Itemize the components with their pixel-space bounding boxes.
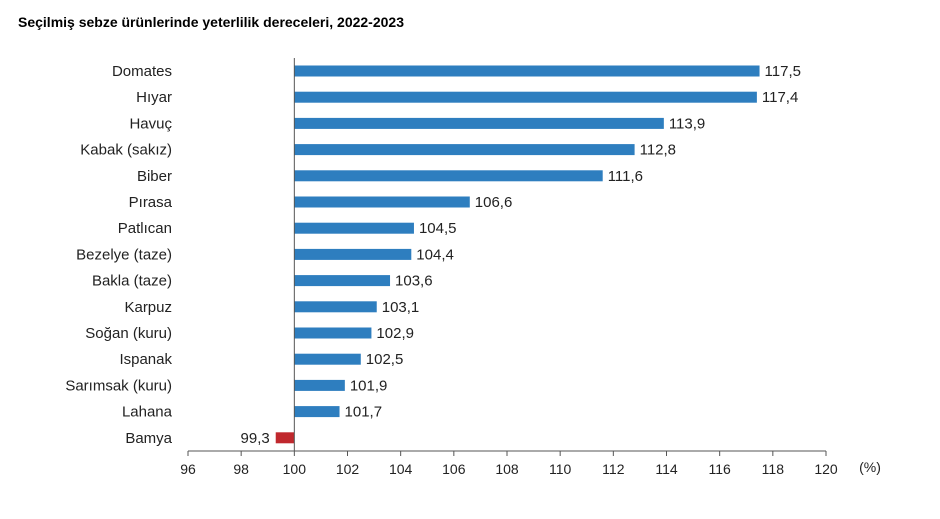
- bar-11: [294, 353, 361, 365]
- x-axis-unit-label: (%): [859, 459, 881, 475]
- category-label-8: Bakla (taze): [92, 273, 172, 290]
- x-tick-label-1: 98: [233, 461, 249, 477]
- x-tick-label-5: 106: [442, 461, 466, 477]
- category-label-10: Soğan (kuru): [85, 325, 172, 342]
- value-label-0: 117,5: [765, 63, 801, 80]
- value-label-10: 102,9: [376, 325, 414, 342]
- category-label-1: Hıyar: [136, 89, 172, 106]
- bar-9: [294, 301, 377, 313]
- bar-2: [294, 117, 664, 129]
- category-label-13: Lahana: [122, 404, 173, 421]
- category-label-7: Bezelye (taze): [76, 246, 172, 263]
- bar-0: [294, 65, 760, 77]
- value-label-4: 111,6: [608, 168, 643, 185]
- category-label-9: Karpuz: [124, 299, 172, 316]
- value-label-13: 101,7: [345, 404, 383, 421]
- x-tick-label-4: 104: [389, 461, 413, 477]
- bar-13: [294, 406, 340, 418]
- bar-1: [294, 91, 757, 103]
- category-label-11: Ispanak: [119, 351, 172, 368]
- x-tick-label-10: 116: [709, 461, 732, 477]
- category-label-5: Pırasa: [129, 194, 173, 211]
- bar-5: [294, 196, 470, 208]
- category-label-4: Biber: [137, 168, 172, 185]
- axis-layer: [187, 58, 827, 456]
- value-label-12: 101,9: [350, 377, 388, 394]
- x-tick-label-0: 96: [180, 461, 196, 477]
- bar-14: [275, 432, 295, 444]
- value-label-5: 106,6: [475, 194, 513, 211]
- category-label-2: Havuç: [129, 115, 172, 132]
- labels-layer: Domates 117,5 Hıyar 117,4 Havuç 113,9 Kabak (s…: [65, 63, 838, 477]
- value-label-6: 104,5: [419, 220, 457, 237]
- bar-6: [294, 222, 414, 234]
- x-tick-label-8: 112: [602, 461, 625, 477]
- bars-layer: [275, 65, 760, 444]
- bar-4: [294, 170, 603, 182]
- bar-7: [294, 248, 412, 260]
- bar-10: [294, 327, 372, 339]
- bar-8: [294, 275, 391, 287]
- category-label-3: Kabak (sakız): [80, 142, 172, 159]
- value-label-11: 102,5: [366, 351, 404, 368]
- value-label-7: 104,4: [416, 246, 454, 263]
- bar-3: [294, 144, 635, 156]
- chart-title: Seçilmiş sebze ürünlerinde yeterlilik de…: [18, 14, 404, 30]
- value-label-1: 117,4: [762, 89, 798, 106]
- bar-12: [294, 379, 345, 391]
- x-tick-label-3: 102: [336, 461, 360, 477]
- category-label-6: Patlıcan: [118, 220, 172, 237]
- x-tick-label-9: 114: [655, 461, 678, 477]
- value-label-14: 99,3: [241, 430, 270, 447]
- x-tick-label-11: 118: [762, 461, 785, 477]
- x-tick-label-12: 120: [814, 461, 838, 477]
- x-tick-label-7: 110: [549, 461, 572, 477]
- value-label-2: 113,9: [669, 115, 705, 132]
- category-label-14: Bamya: [125, 430, 172, 447]
- x-tick-label-6: 108: [495, 461, 519, 477]
- x-tick-label-2: 100: [283, 461, 307, 477]
- category-label-0: Domates: [112, 63, 172, 80]
- value-label-8: 103,6: [395, 273, 433, 290]
- category-label-12: Sarımsak (kuru): [65, 377, 172, 394]
- value-label-3: 112,8: [640, 142, 676, 159]
- value-label-9: 103,1: [382, 299, 420, 316]
